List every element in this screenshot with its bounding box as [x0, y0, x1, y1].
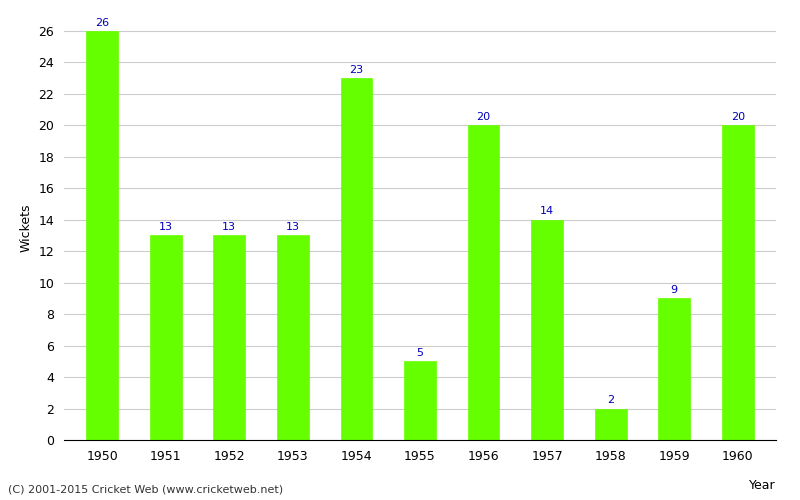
Text: 2: 2 [607, 396, 614, 406]
Bar [531, 220, 563, 440]
Text: 26: 26 [95, 18, 110, 28]
Text: 13: 13 [158, 222, 173, 232]
Bar [86, 30, 118, 440]
Bar [658, 298, 690, 440]
Text: 14: 14 [540, 206, 554, 216]
Bar [722, 125, 754, 440]
Bar [404, 362, 436, 440]
Text: 13: 13 [286, 222, 300, 232]
Text: 13: 13 [222, 222, 236, 232]
Text: 23: 23 [350, 65, 363, 75]
Text: Year: Year [750, 479, 776, 492]
Text: 5: 5 [417, 348, 423, 358]
Text: 9: 9 [670, 285, 678, 295]
Text: (C) 2001-2015 Cricket Web (www.cricketweb.net): (C) 2001-2015 Cricket Web (www.cricketwe… [8, 485, 283, 495]
Text: 20: 20 [730, 112, 745, 122]
Bar [277, 236, 309, 440]
Bar [150, 236, 182, 440]
Bar [595, 408, 626, 440]
Text: 20: 20 [477, 112, 490, 122]
Y-axis label: Wickets: Wickets [20, 203, 33, 252]
Bar [341, 78, 372, 440]
Bar [214, 236, 245, 440]
Bar [468, 125, 499, 440]
